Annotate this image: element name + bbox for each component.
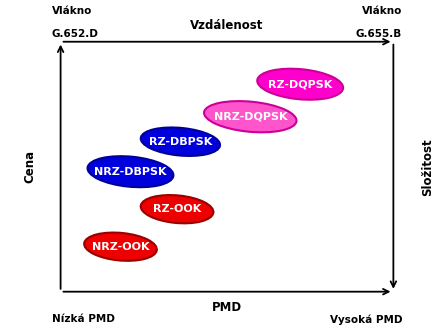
Text: NRZ-DBPSK: NRZ-DBPSK bbox=[94, 167, 167, 177]
Ellipse shape bbox=[257, 69, 343, 100]
Ellipse shape bbox=[88, 156, 173, 187]
Text: NRZ-DQPSK: NRZ-DQPSK bbox=[213, 112, 287, 122]
Text: Nízká PMD: Nízká PMD bbox=[52, 314, 115, 324]
Text: RZ-DQPSK: RZ-DQPSK bbox=[268, 79, 333, 89]
Text: RZ-OOK: RZ-OOK bbox=[153, 204, 201, 214]
Ellipse shape bbox=[141, 195, 213, 223]
Text: PMD: PMD bbox=[212, 301, 242, 314]
Text: Vlákno: Vlákno bbox=[52, 6, 92, 16]
Ellipse shape bbox=[204, 101, 296, 132]
Text: Cena: Cena bbox=[24, 150, 37, 183]
Text: NRZ-OOK: NRZ-OOK bbox=[92, 242, 149, 252]
Text: G.652.D: G.652.D bbox=[52, 28, 99, 39]
Text: RZ-DBPSK: RZ-DBPSK bbox=[149, 137, 212, 147]
Text: Vlákno: Vlákno bbox=[362, 6, 402, 16]
Ellipse shape bbox=[141, 128, 220, 156]
Text: Složitost: Složitost bbox=[422, 138, 434, 196]
Ellipse shape bbox=[84, 232, 157, 261]
Text: Vysoká PMD: Vysoká PMD bbox=[329, 314, 402, 325]
Text: Vzdálenost: Vzdálenost bbox=[191, 19, 264, 32]
Text: G.655.B: G.655.B bbox=[356, 28, 402, 39]
